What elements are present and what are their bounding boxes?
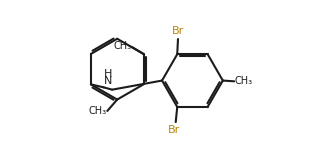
Text: CH₃: CH₃ [113,41,131,51]
Text: Br: Br [168,125,180,135]
Text: CH₃: CH₃ [235,76,253,86]
Text: N: N [103,76,112,86]
Text: CH₃: CH₃ [88,106,107,116]
Text: Br: Br [172,26,184,36]
Text: H: H [103,69,112,79]
